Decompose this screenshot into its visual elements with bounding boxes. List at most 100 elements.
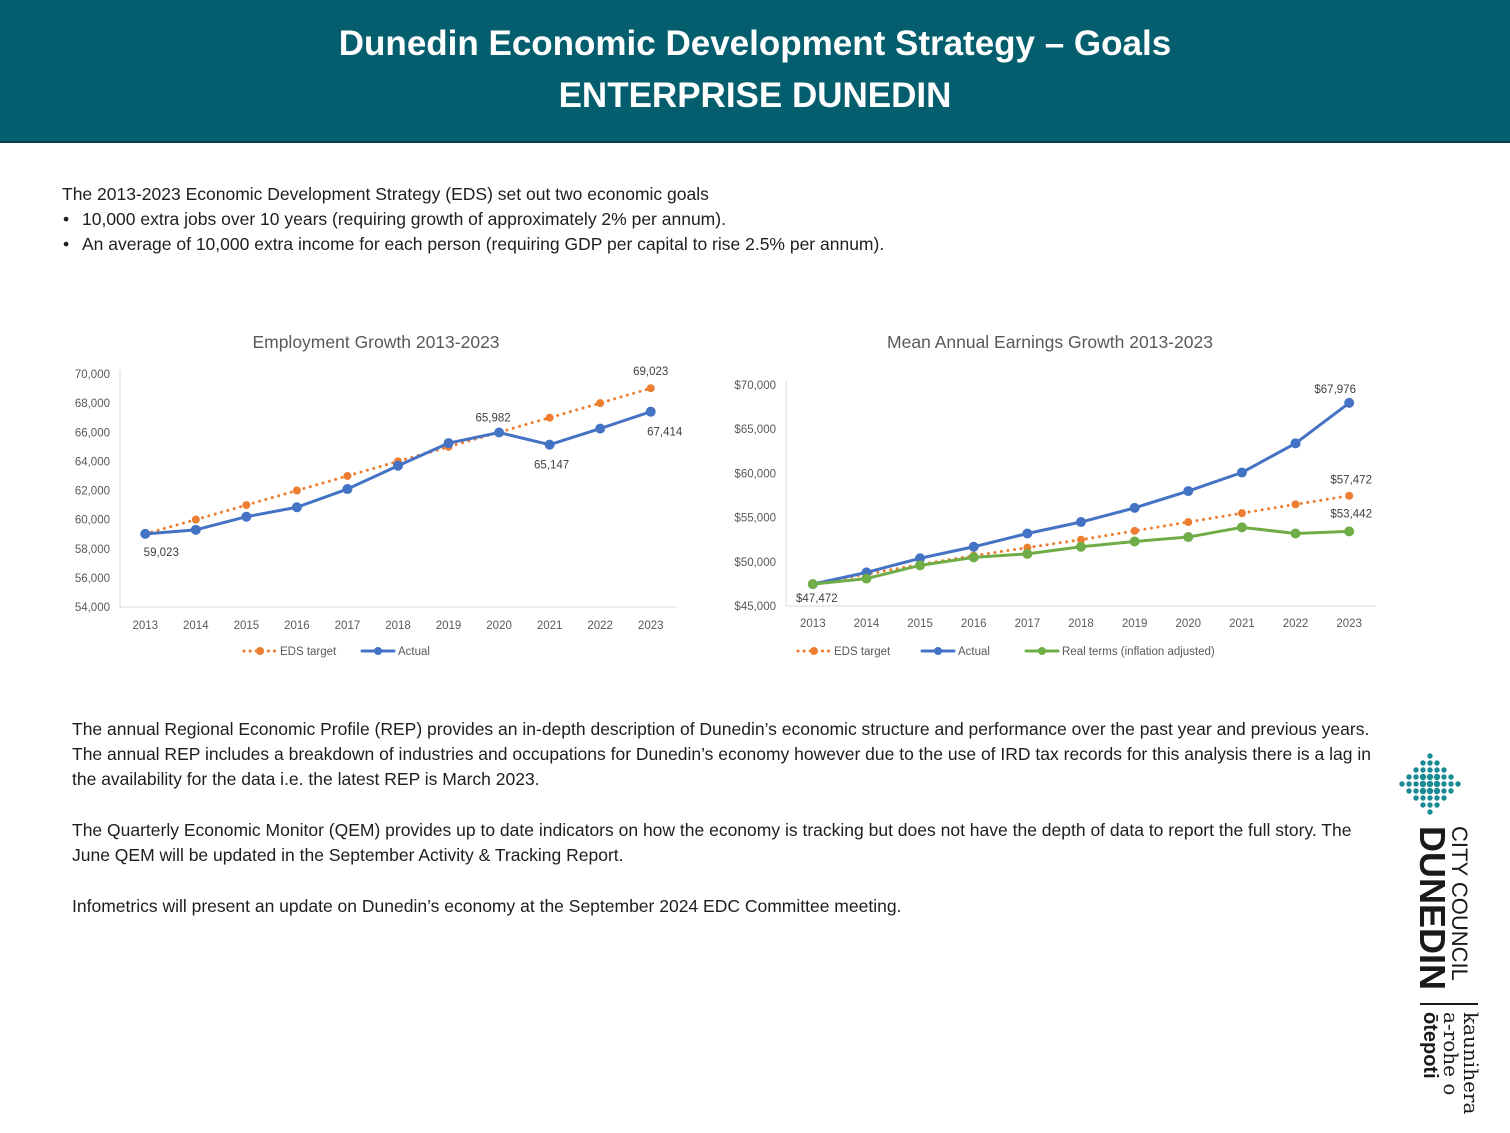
x-tick-label: 2014 xyxy=(183,620,209,632)
x-tick-label: 2016 xyxy=(284,620,310,632)
y-tick-label: $65,000 xyxy=(734,424,776,436)
data-point xyxy=(968,541,979,552)
x-tick-label: 2018 xyxy=(1068,618,1094,630)
y-tick-label: 70,000 xyxy=(75,369,110,381)
data-point xyxy=(342,484,353,495)
data-point xyxy=(968,552,979,563)
data-point xyxy=(1291,500,1300,509)
data-point xyxy=(545,413,554,422)
data-point xyxy=(861,573,872,584)
data-point xyxy=(915,553,926,564)
qem-paragraph: The Quarterly Economic Monitor (QEM) pro… xyxy=(72,820,1352,865)
emblem-dot xyxy=(1420,767,1426,773)
emblem-dot xyxy=(1441,781,1447,787)
emblem-dot xyxy=(1413,767,1419,773)
data-label: 67,414 xyxy=(647,427,683,439)
emblem-dot xyxy=(1406,781,1412,787)
emblem-dot xyxy=(1434,802,1440,808)
legend-marker xyxy=(1038,647,1046,655)
earnings-growth-chart: Mean Annual Earnings Growth 2013-2023 $45… xyxy=(734,332,1376,658)
emblem-dot xyxy=(1427,767,1433,773)
data-point xyxy=(1129,536,1140,547)
data-point xyxy=(1022,528,1033,539)
emblem-dot xyxy=(1419,787,1427,795)
data-label: 65,982 xyxy=(475,413,510,425)
legend-marker xyxy=(256,647,264,655)
logo-maori-line1: kaunihera xyxy=(1459,1012,1483,1114)
data-point xyxy=(140,528,151,539)
logo-maori-line2: a-rohe o xyxy=(1439,1012,1463,1095)
data-point xyxy=(190,524,201,535)
emblem-dot xyxy=(1420,760,1426,766)
data-label: $53,442 xyxy=(1330,508,1372,520)
data-point xyxy=(1022,548,1033,559)
y-tick-label: 60,000 xyxy=(75,515,110,527)
data-label: $57,472 xyxy=(1330,475,1372,487)
intro-lead: The 2013-2023 Economic Development Strat… xyxy=(62,184,709,204)
data-label: 69,023 xyxy=(633,366,668,378)
legend-label: EDS target xyxy=(280,646,337,658)
y-tick-label: $45,000 xyxy=(734,601,776,613)
series-line-actual xyxy=(811,401,1351,586)
emblem-dot xyxy=(1413,788,1419,794)
data-point xyxy=(596,399,605,408)
emblem-dot xyxy=(1434,795,1440,801)
emblem-dot xyxy=(1413,781,1419,787)
logo-name-council: CITY COUNCIL xyxy=(1447,826,1472,981)
data-point xyxy=(343,471,352,480)
dcc-logo: DUNEDIN CITY COUNCIL kaunihera a-rohe o … xyxy=(1399,753,1483,1114)
x-tick-label: 2017 xyxy=(335,620,361,632)
data-point xyxy=(1344,526,1355,537)
x-tick-label: 2021 xyxy=(1229,618,1255,630)
emblem-dot xyxy=(1448,781,1454,787)
y-tick-label: 66,000 xyxy=(75,427,110,439)
rep-paragraph: The annual Regional Economic Profile (RE… xyxy=(72,719,1371,789)
emblem-dot xyxy=(1427,795,1433,801)
emblem-dot xyxy=(1406,774,1412,780)
data-label: $47,472 xyxy=(796,593,838,605)
emblem-dot xyxy=(1420,802,1426,808)
data-point xyxy=(1130,526,1139,535)
emblem-dot xyxy=(1433,787,1441,795)
data-point xyxy=(191,515,200,524)
chart-title: Mean Annual Earnings Growth 2013-2023 xyxy=(887,332,1213,352)
body-section: The annual Regional Economic Profile (RE… xyxy=(72,717,1382,945)
emblem-dot xyxy=(1441,795,1447,801)
x-tick-label: 2016 xyxy=(961,618,987,630)
data-point xyxy=(1290,528,1301,539)
data-point xyxy=(1236,467,1247,478)
data-point xyxy=(1183,532,1194,543)
legend-label: Real terms (inflation adjusted) xyxy=(1062,646,1215,658)
data-point xyxy=(544,439,555,450)
emblem-dot xyxy=(1399,781,1405,787)
emblem-dot xyxy=(1406,788,1412,794)
y-tick-label: 64,000 xyxy=(75,456,110,468)
data-point xyxy=(241,511,252,522)
y-tick-label: 58,000 xyxy=(75,544,110,556)
header-banner: Dunedin Economic Development Strategy – … xyxy=(0,0,1510,143)
employment-growth-chart: Employment Growth 2013-2023 54,000 56,000 5… xyxy=(75,332,683,658)
x-tick-label: 2020 xyxy=(1175,618,1201,630)
emblem-dot xyxy=(1427,760,1433,766)
chart-title: Employment Growth 2013-2023 xyxy=(252,332,499,352)
y-tick-label: $70,000 xyxy=(734,380,776,392)
goal-item: 10,000 extra jobs over 10 years (requiri… xyxy=(62,207,884,232)
emblem-dot xyxy=(1441,774,1447,780)
x-tick-label: 2020 xyxy=(486,620,512,632)
data-point xyxy=(595,423,606,434)
logo-divider xyxy=(1420,1003,1478,1005)
x-tick-label: 2014 xyxy=(854,618,880,630)
x-tick-label: 2023 xyxy=(638,620,664,632)
infometrics-paragraph: Infometrics will present an update on Du… xyxy=(72,896,902,916)
data-point xyxy=(1345,491,1354,500)
x-tick-label: 2022 xyxy=(1283,618,1309,630)
legend-label: EDS target xyxy=(834,646,891,658)
emblem-dot xyxy=(1427,802,1433,808)
emblem-dot xyxy=(1434,760,1440,766)
emblem-dot xyxy=(1413,774,1419,780)
logo-emblem-icon xyxy=(1399,753,1461,815)
y-tick-label: $60,000 xyxy=(734,468,776,480)
y-tick-label: 54,000 xyxy=(75,602,110,614)
data-point xyxy=(242,501,251,510)
x-tick-label: 2023 xyxy=(1336,618,1362,630)
